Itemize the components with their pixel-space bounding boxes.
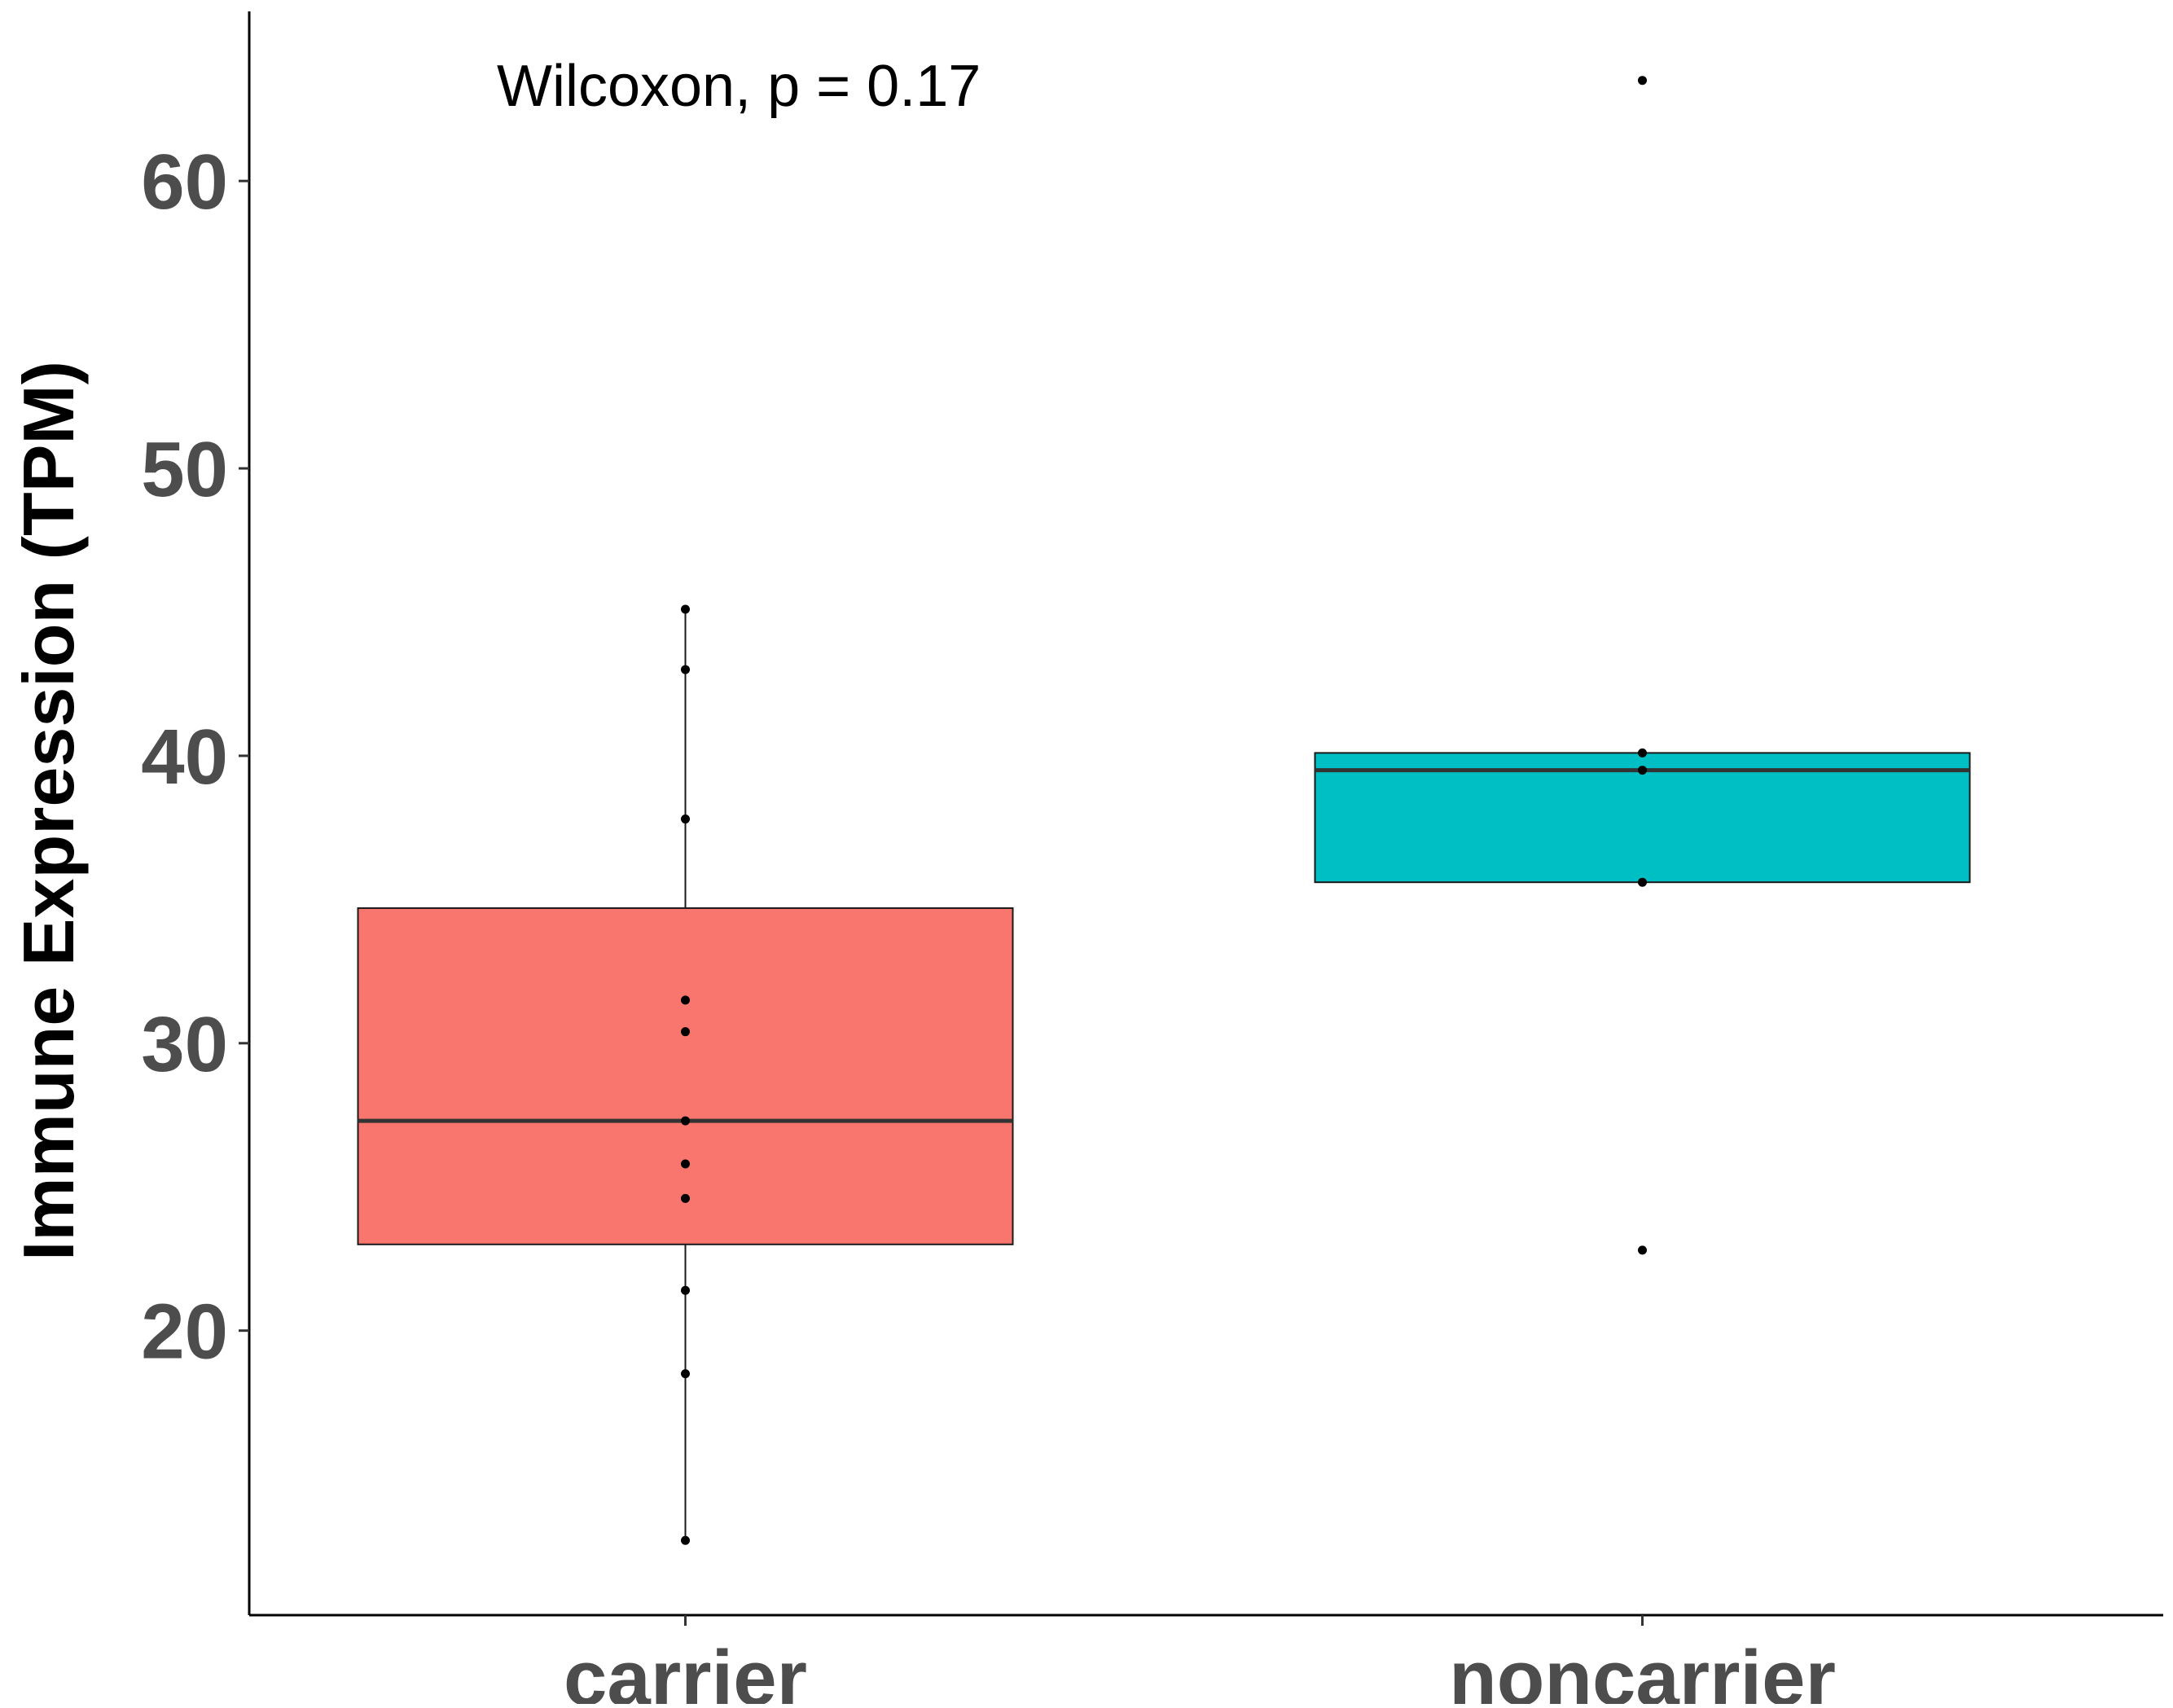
- boxes: [357, 608, 1971, 1541]
- axes: [239, 11, 2163, 1626]
- data-points: [681, 76, 1647, 1545]
- box-carrier: [357, 907, 1014, 1245]
- y-tick-label: 60: [141, 138, 228, 226]
- labels: 20 30 40 50 60 carrier noncarrier Immune Expres…: [8, 54, 1836, 1708]
- data-point: [681, 1285, 690, 1295]
- data-point: [1638, 76, 1647, 86]
- data-point: [681, 1369, 690, 1379]
- data-point: [681, 1027, 690, 1037]
- data-point: [681, 1535, 690, 1545]
- data-point: [681, 665, 690, 674]
- data-point: [681, 604, 690, 614]
- y-axis-title: Immune Expression (TPM): [8, 361, 89, 1261]
- data-point: [1638, 766, 1647, 775]
- data-point: [1638, 1245, 1647, 1255]
- x-tick-label: noncarrier: [1449, 1635, 1836, 1704]
- data-point: [681, 1159, 690, 1169]
- stat-annotation: Wilcoxon, p = 0.17: [497, 54, 981, 119]
- y-tick-label: 40: [141, 713, 228, 801]
- data-point: [681, 1193, 690, 1203]
- x-tick-label: carrier: [564, 1635, 807, 1704]
- data-point: [1638, 877, 1647, 887]
- data-point: [681, 814, 690, 824]
- data-point: [1638, 748, 1647, 757]
- data-point: [681, 995, 690, 1005]
- y-tick-label: 20: [141, 1289, 228, 1376]
- y-tick-label: 30: [141, 1001, 228, 1088]
- y-tick-label: 50: [141, 426, 228, 513]
- data-point: [681, 1116, 690, 1126]
